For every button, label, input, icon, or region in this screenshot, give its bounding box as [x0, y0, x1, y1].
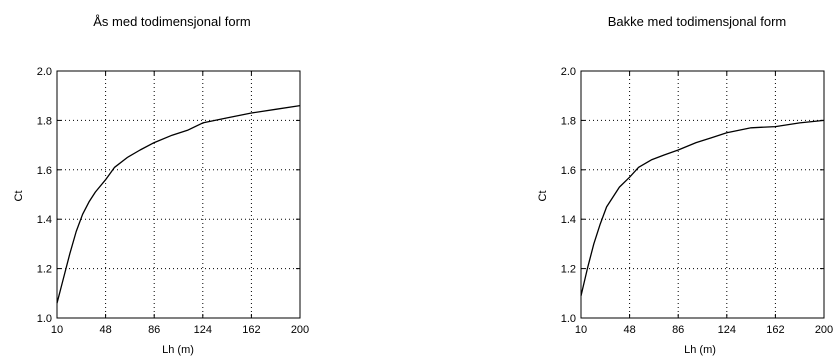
x-tick-label: 48 [623, 324, 635, 336]
x-tick-label: 200 [815, 324, 833, 336]
series-line [580, 119, 825, 296]
plot-frame [580, 70, 825, 319]
x-tick-label: 48 [99, 324, 111, 336]
x-tick-label: 124 [718, 324, 736, 336]
plot-frame [56, 70, 301, 319]
y-tick-label: 1.2 [37, 264, 52, 276]
y-tick-label: 1.0 [561, 313, 576, 325]
y-axis-label: Ct [13, 191, 25, 202]
x-tick-label: 86 [672, 324, 684, 336]
x-axis-label: Lh (m) [684, 344, 716, 356]
y-axis-label: Ct [537, 191, 549, 202]
x-tick-label: 86 [148, 324, 160, 336]
y-tick-label: 1.8 [561, 115, 576, 127]
x-tick-label: 124 [194, 324, 212, 336]
y-tick-label: 2.0 [561, 66, 576, 78]
y-tick-label: 1.6 [37, 165, 52, 177]
y-tick-label: 1.4 [561, 214, 576, 226]
y-tick-label: 1.2 [561, 264, 576, 276]
y-tick-label: 1.4 [37, 214, 52, 226]
y-tick-label: 1.6 [561, 165, 576, 177]
x-tick-label: 10 [575, 324, 587, 336]
series-line [56, 104, 301, 304]
y-tick-label: 1.0 [37, 313, 52, 325]
y-tick-label: 2.0 [37, 66, 52, 78]
chart-title: Ås med todimensjonal form [93, 14, 251, 29]
chart-as: Ås med todimensjonal form Ct Lh (m) 10 48… [13, 14, 309, 356]
x-axis-label: Lh (m) [162, 344, 194, 356]
x-tick-label: 10 [51, 324, 63, 336]
x-tick-label: 162 [242, 324, 260, 336]
y-tick-label: 1.8 [37, 115, 52, 127]
x-tick-label: 200 [291, 324, 309, 336]
chart-title: Bakke med todimensjonal form [608, 14, 786, 29]
x-tick-label: 162 [766, 324, 784, 336]
chart-bakke: Bakke med todimensjonal form Ct Lh (m) 1… [537, 14, 833, 356]
